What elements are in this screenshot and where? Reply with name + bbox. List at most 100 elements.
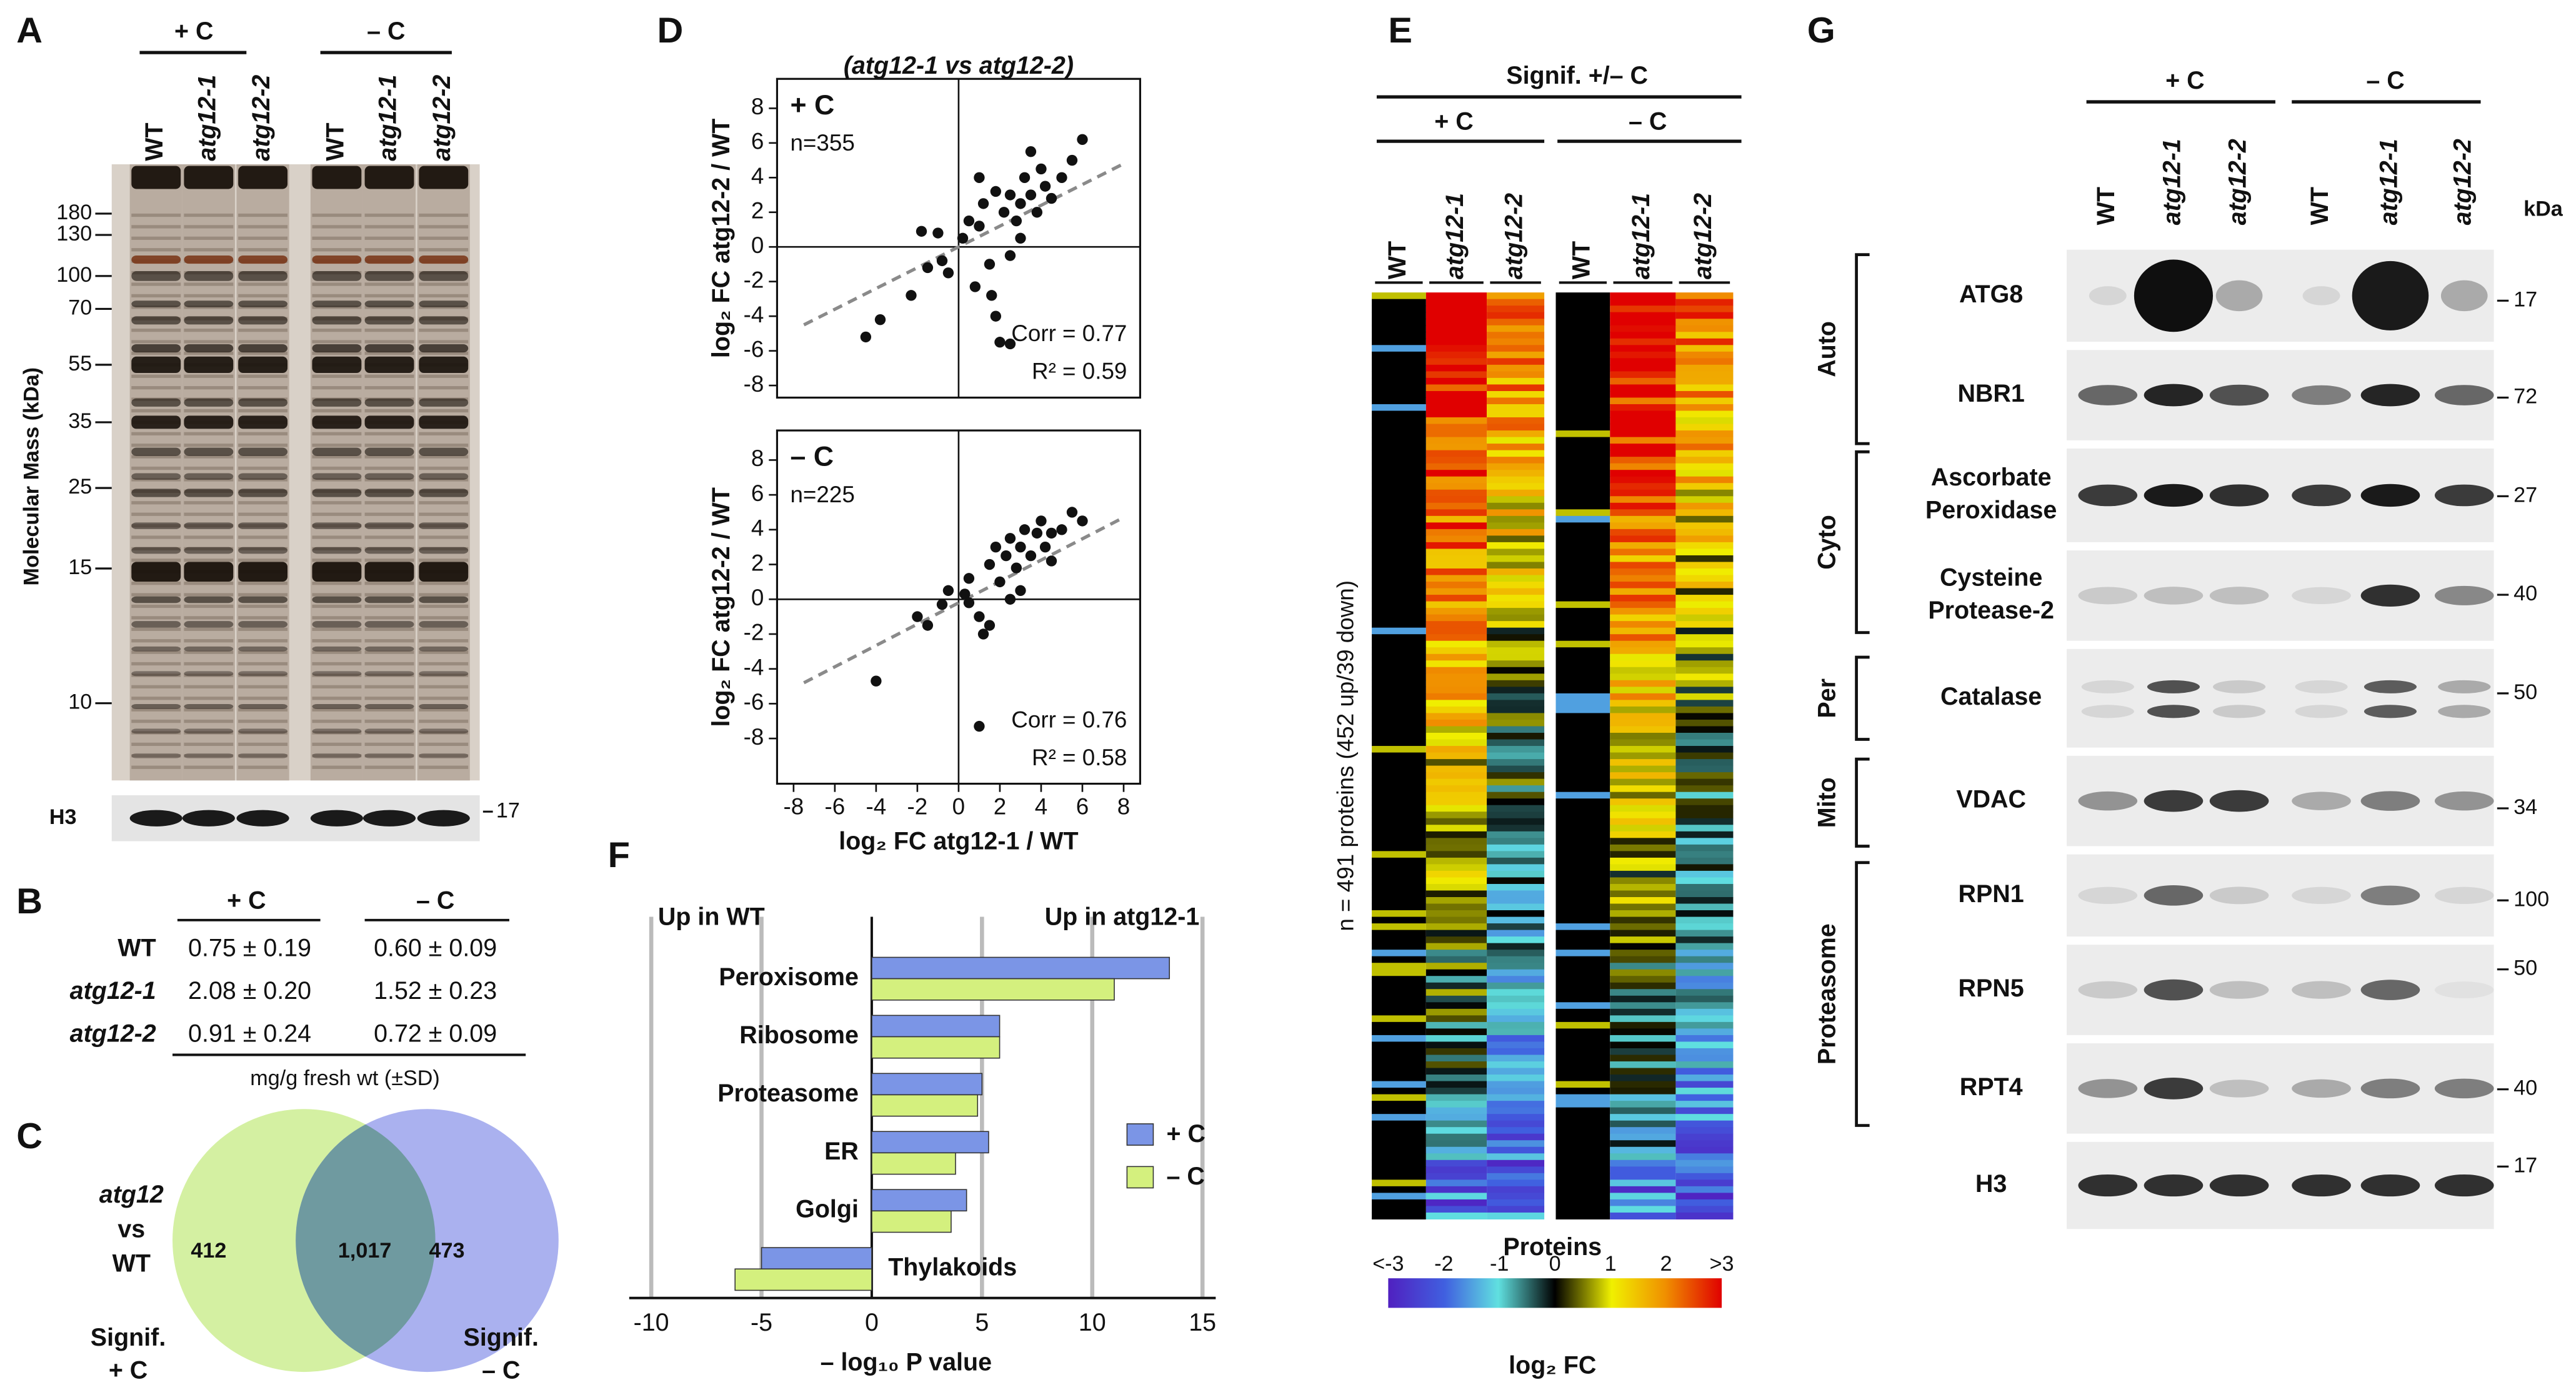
heatmap-cell xyxy=(1372,752,1426,760)
heatmap-cell xyxy=(1425,883,1487,891)
gel-band xyxy=(364,236,414,240)
gel-band xyxy=(238,621,288,628)
heatmap-cell xyxy=(1610,916,1676,924)
marker-label: 40 xyxy=(2514,1076,2537,1100)
blot-band xyxy=(2209,790,2269,812)
gel-band xyxy=(364,646,414,652)
heatmap-cell xyxy=(1610,765,1676,773)
gel-band xyxy=(238,646,288,652)
gel-band xyxy=(131,535,181,539)
heatmap-cell xyxy=(1372,1075,1426,1082)
gel-band xyxy=(419,639,469,643)
gel-band xyxy=(184,742,234,747)
heatmap-cell xyxy=(1372,634,1426,642)
gel-band xyxy=(238,351,288,355)
heatmap-cell xyxy=(1675,444,1734,451)
heatmap-cell xyxy=(1487,857,1545,865)
y-tick-label: 8 xyxy=(751,94,764,119)
blot-band xyxy=(2144,1174,2204,1197)
heatmap-cell xyxy=(1487,1041,1545,1049)
heatmap-cell xyxy=(1487,1114,1545,1121)
gel-band xyxy=(184,248,234,252)
gel-band xyxy=(131,522,181,529)
heatmap-cell xyxy=(1675,1081,1734,1088)
point xyxy=(1036,163,1047,175)
gel-band xyxy=(419,673,469,677)
venn-set-label: – C xyxy=(482,1356,520,1384)
gel-lane xyxy=(129,164,182,781)
heatmap-cell xyxy=(1675,345,1734,352)
heatmap-cell xyxy=(1425,292,1487,300)
cell: 0.75 ± 0.19 xyxy=(188,935,311,962)
heatmap-cell xyxy=(1675,542,1734,549)
heatmap-cell xyxy=(1555,825,1610,832)
heatmap-cell xyxy=(1487,384,1545,392)
heatmap-cell xyxy=(1487,1075,1545,1082)
heatmap-cell xyxy=(1555,417,1610,425)
heatmap-cell xyxy=(1675,489,1734,497)
heatmap-cell xyxy=(1555,457,1610,464)
heatmap-cell xyxy=(1675,726,1734,733)
heatmap-cell xyxy=(1555,653,1610,661)
gel-band xyxy=(364,562,414,582)
heatmap-cell xyxy=(1555,976,1610,983)
heatmap-cell xyxy=(1555,582,1610,589)
gel-band xyxy=(131,671,181,677)
heatmap-cell xyxy=(1555,752,1610,760)
colorbar-tick-label: 2 xyxy=(1660,1252,1672,1276)
point xyxy=(1001,550,1012,562)
heatmap-cell xyxy=(1555,364,1610,372)
heatmap-cell xyxy=(1425,719,1487,727)
point xyxy=(932,227,944,239)
heatmap-cell xyxy=(1425,739,1487,747)
heatmap-cell xyxy=(1555,1094,1610,1101)
heatmap-cell xyxy=(1675,916,1734,924)
gel-band xyxy=(312,386,362,390)
heatmap-cell xyxy=(1555,562,1610,569)
gel-band xyxy=(419,708,469,712)
gel-band xyxy=(184,432,234,435)
venn-set-label: Signif. xyxy=(91,1324,166,1351)
heatmap-cell xyxy=(1487,364,1545,372)
heatmap-cell xyxy=(1610,371,1676,379)
gel-band xyxy=(312,753,362,758)
heatmap-cell xyxy=(1372,397,1426,405)
gel-band xyxy=(238,271,288,281)
heatmap-cell xyxy=(1610,851,1676,858)
gel-band xyxy=(419,697,469,700)
heatmap-cell xyxy=(1372,542,1426,549)
heatmap-cell xyxy=(1610,470,1676,477)
blot-band xyxy=(2215,280,2263,312)
heatmap-cell xyxy=(1372,706,1426,713)
heatmap-cell xyxy=(1487,680,1545,687)
gel-band xyxy=(184,673,234,677)
heatmap-cell xyxy=(1487,588,1545,595)
y-tick-label: -4 xyxy=(744,654,764,680)
heatmap-cell xyxy=(1372,818,1426,825)
heatmap-cell xyxy=(1555,424,1610,431)
y-tick-label: 4 xyxy=(751,515,764,541)
heatmap-cell xyxy=(1555,437,1610,444)
protein-label: RPN5 xyxy=(1959,975,2024,1002)
venn-count: 412 xyxy=(191,1239,226,1263)
gel-band xyxy=(364,489,414,497)
heatmap-cell xyxy=(1555,805,1610,812)
heatmap-cell xyxy=(1487,812,1545,819)
gel-band xyxy=(131,489,181,497)
gel-band xyxy=(184,616,234,620)
heatmap-cell xyxy=(1372,312,1426,319)
heatmap-cell xyxy=(1610,1008,1676,1016)
gel-band xyxy=(312,731,362,735)
gel-band xyxy=(131,650,181,654)
chart-title: (atg12-1 vs atg12-2) xyxy=(844,52,1074,79)
gel-band xyxy=(419,535,469,539)
heatmap-cell xyxy=(1487,798,1545,806)
heatmap-cell xyxy=(1425,1206,1487,1213)
heatmap-cell xyxy=(1487,963,1545,970)
category-label: Thylakoids xyxy=(888,1254,1017,1281)
heatmap-cell xyxy=(1610,568,1676,576)
heatmap-cell xyxy=(1610,1173,1676,1180)
gel-band xyxy=(184,374,234,378)
heatmap-cell xyxy=(1675,660,1734,668)
heatmap-cell xyxy=(1675,1212,1734,1220)
